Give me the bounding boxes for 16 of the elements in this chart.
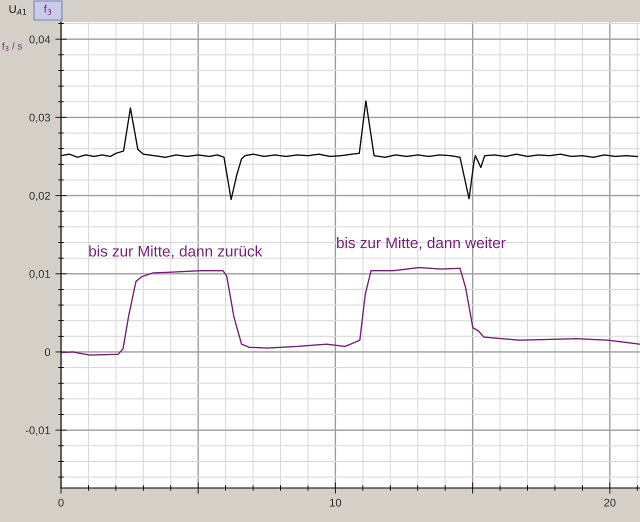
- line-series: [61, 266, 640, 356]
- y-tick-label: -0,01: [26, 426, 50, 436]
- x-tick-label: 20: [604, 498, 616, 507]
- x-tick-label: 0: [58, 498, 64, 507]
- y-tick-label: 0,04: [29, 35, 50, 45]
- y-axis-title: f$_{3}$ / s: [2, 42, 22, 52]
- y-tick-label: 0,02: [29, 192, 50, 202]
- annotation: bis zur Mitte, dann weiter: [337, 237, 506, 250]
- line-series: [61, 100, 638, 200]
- y-tick-label: 0,01: [29, 270, 50, 280]
- y-tick-label: 0,03: [29, 114, 50, 123]
- annotation: bis zur Mitte, dann zurück: [89, 245, 262, 258]
- y-tick-label: 0: [44, 348, 50, 356]
- x-tick-label: 10: [330, 498, 342, 507]
- text: U$_{A1}$: [9, 5, 26, 15]
- text: f$_{3}$: [44, 4, 52, 15]
